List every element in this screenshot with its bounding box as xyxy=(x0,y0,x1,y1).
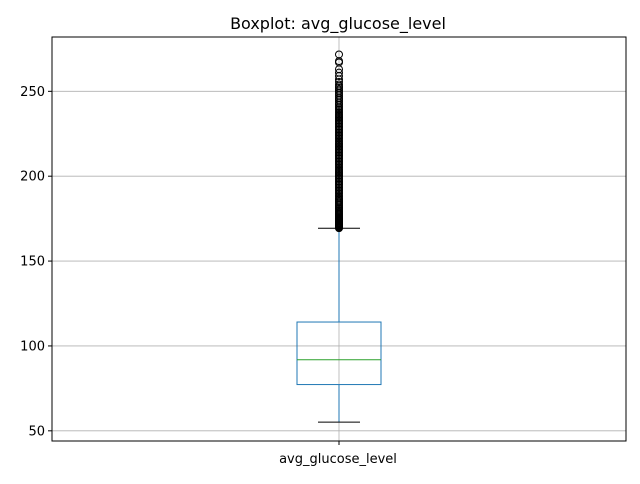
outlier-point-108 xyxy=(335,77,343,86)
outlier-point-111 xyxy=(335,68,343,77)
iqr-box xyxy=(296,321,382,386)
y-tick-label-50: 50 xyxy=(28,424,45,439)
y-tick-label-200: 200 xyxy=(20,170,45,185)
y-tick-label-100: 100 xyxy=(20,339,45,354)
outlier-points xyxy=(335,50,343,233)
chart-title: Boxplot: avg_glucose_level xyxy=(230,14,446,34)
y-tick-label-250: 250 xyxy=(20,85,45,100)
outlier-point-115 xyxy=(335,50,343,59)
x-tick-label: avg_glucose_level xyxy=(279,452,397,467)
axes: 50 100 150 200 250 xyxy=(20,36,627,445)
y-tick-label-150: 150 xyxy=(20,255,45,270)
outlier-point-107 xyxy=(335,80,343,89)
